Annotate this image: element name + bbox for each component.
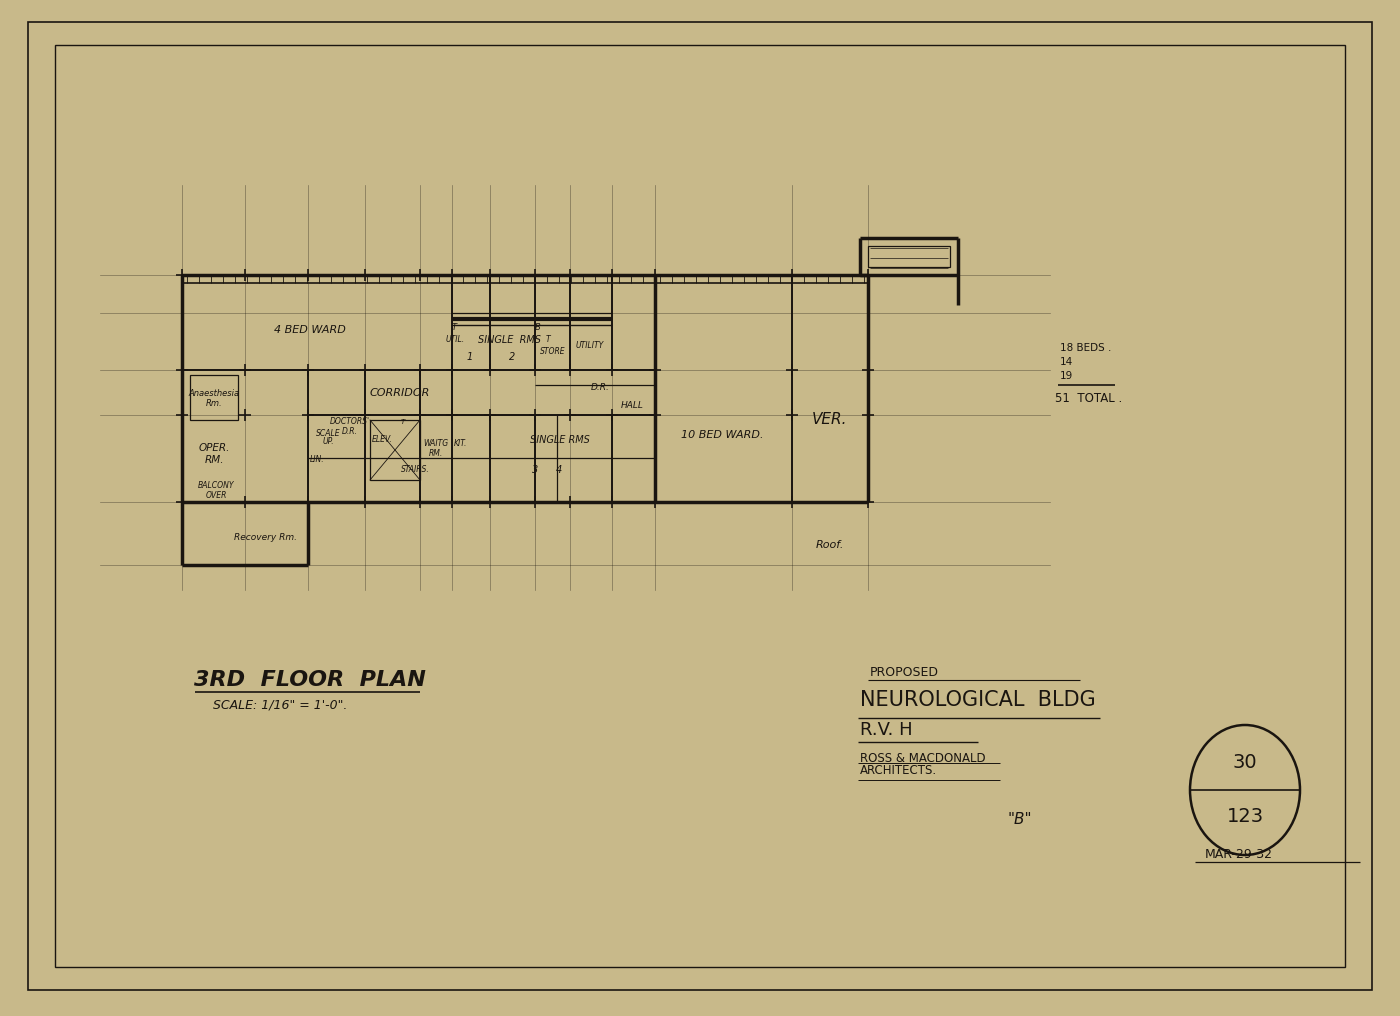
Text: D.R.: D.R. [591,382,609,391]
Text: MAR-29-32: MAR-29-32 [1205,847,1273,861]
Text: 10 BED WARD.: 10 BED WARD. [680,430,763,440]
Text: ELEV.: ELEV. [371,436,392,445]
Text: 4: 4 [556,465,563,475]
Text: Recovery Rm.: Recovery Rm. [234,532,297,542]
Text: 1: 1 [466,352,473,362]
Text: 3: 3 [532,465,538,475]
Text: KIT.: KIT. [454,440,466,448]
Text: "B": "B" [1008,813,1032,827]
Text: 123: 123 [1226,807,1264,825]
Text: SCALE: SCALE [315,429,340,438]
Text: 51  TOTAL .: 51 TOTAL . [1056,391,1123,404]
Text: R.V. H: R.V. H [860,721,913,739]
Bar [370,420,420,480]
Text: STORE: STORE [540,347,566,357]
Text: OVER: OVER [206,491,227,500]
Text: 2: 2 [508,352,515,362]
Text: NEUROLOGICAL  BLDG: NEUROLOGICAL BLDG [860,690,1096,710]
Text: BALCONY: BALCONY [197,482,234,491]
Text: 18 BEDS .: 18 BEDS . [1060,343,1112,353]
Text: RM.: RM. [428,449,444,458]
Text: SINGLE  RMS: SINGLE RMS [479,335,542,345]
Text: 4 BED WARD: 4 BED WARD [274,325,346,335]
Text: SINGLE RMS: SINGLE RMS [531,435,589,445]
Text: ARCHITECTS.: ARCHITECTS. [860,764,937,777]
Text: OPER.: OPER. [199,443,230,453]
Text: ROSS & MACDONALD: ROSS & MACDONALD [860,752,986,764]
Text: LIN.: LIN. [309,455,325,464]
Text: T: T [546,335,550,344]
Text: T: T [451,322,456,331]
Text: Anaesthesia: Anaesthesia [189,388,239,397]
Text: SCALE: 1/16" = 1'-0".: SCALE: 1/16" = 1'-0". [213,699,347,711]
Text: HALL: HALL [620,400,644,409]
Text: WAITG: WAITG [423,440,448,448]
Bar [868,246,951,267]
Bar [190,375,238,420]
Text: 3RD  FLOOR  PLAN: 3RD FLOOR PLAN [195,670,426,690]
Text: PROPOSED: PROPOSED [869,666,939,680]
Text: UTILITY: UTILITY [575,340,605,350]
Text: Roof.: Roof. [816,539,844,550]
Text: UTIL.: UTIL. [445,335,465,344]
Text: RM.: RM. [204,455,224,465]
Text: B: B [535,322,540,331]
Text: 14: 14 [1060,357,1074,367]
Text: UP.: UP. [322,438,333,446]
Text: T: T [400,419,405,425]
Text: D.R.: D.R. [342,428,358,437]
Text: 19: 19 [1060,371,1074,381]
Text: VER.: VER. [812,412,848,428]
Text: 30: 30 [1232,753,1257,771]
Text: CORRIDOR: CORRIDOR [370,388,430,398]
Text: DOCTORS': DOCTORS' [330,418,370,427]
Text: STAIRS.: STAIRS. [400,465,430,474]
Text: Rm.: Rm. [206,398,223,407]
